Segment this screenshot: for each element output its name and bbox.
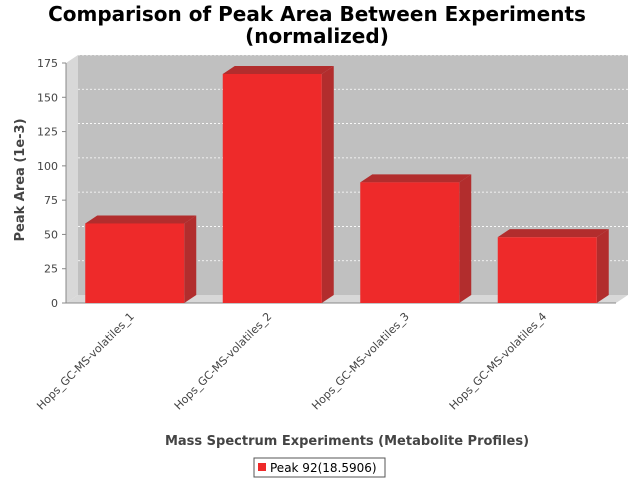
- plot-floor: [66, 295, 628, 303]
- legend: Peak 92(18.5906): [253, 457, 386, 478]
- bar-front: [360, 182, 460, 303]
- bar: [360, 174, 472, 303]
- bar: [85, 215, 197, 303]
- plot-area: 0 25 50 75 100 125 150 175 Hops_GC-MS-volatiles…: [34, 54, 628, 413]
- bars: [85, 65, 609, 303]
- bar-top: [85, 215, 197, 224]
- y-axis-label: Peak Area (1e-3): [13, 118, 28, 241]
- bar-top: [222, 65, 334, 74]
- y-tick-label: 150: [37, 91, 58, 104]
- y-tick-label: 75: [44, 194, 58, 207]
- y-tick-label: 175: [37, 57, 58, 70]
- bar: [222, 65, 334, 303]
- bar-front: [222, 73, 322, 303]
- x-axis-label: Mass Spectrum Experiments (Metabolite Pr…: [165, 434, 529, 449]
- chart-subtitle: (normalized): [245, 24, 389, 48]
- y-tick-label: 100: [37, 160, 58, 173]
- bar-top: [360, 174, 472, 183]
- legend-swatch: [258, 463, 266, 471]
- plot-left-wall: [66, 55, 78, 303]
- bar-front: [85, 223, 185, 303]
- x-tick-label: Hops_GC-MS-volatiles_1: [34, 310, 137, 413]
- legend-label: Peak 92(18.5906): [270, 461, 377, 475]
- bar: [497, 229, 609, 303]
- bar-side: [596, 229, 609, 303]
- bar-top: [497, 229, 609, 238]
- legend-box: [253, 457, 386, 478]
- y-tick-label: 50: [44, 228, 58, 241]
- bar-side: [184, 215, 197, 303]
- x-axis-ticks: Hops_GC-MS-volatiles_1 Hops_GC-MS-volatil…: [34, 310, 549, 413]
- y-tick-label: 0: [51, 297, 58, 310]
- bar-side: [321, 65, 334, 303]
- y-tick-label: 25: [44, 263, 58, 276]
- bar-front: [497, 237, 597, 303]
- y-tick-label: 125: [37, 126, 58, 139]
- x-tick-label: Hops_GC-MS-volatiles_4: [447, 310, 550, 413]
- chart-title: Comparison of Peak Area Between Experime…: [48, 2, 586, 26]
- y-axis-ticks: 0 25 50 75 100 125 150 175: [37, 57, 66, 310]
- x-tick-label: Hops_GC-MS-volatiles_3: [309, 310, 412, 413]
- x-tick-label: Hops_GC-MS-volatiles_2: [172, 310, 275, 413]
- bar-side: [459, 174, 472, 303]
